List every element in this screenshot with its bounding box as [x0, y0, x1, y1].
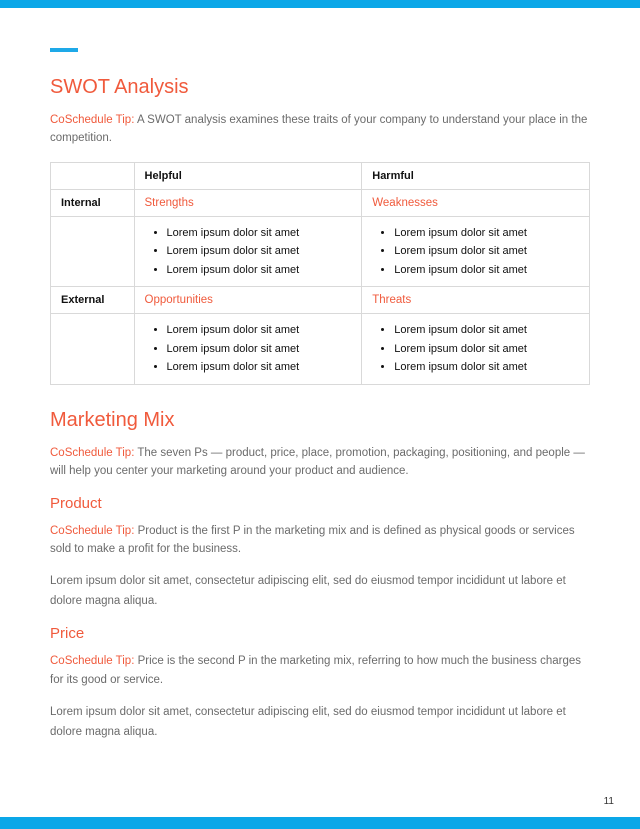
list-item: Lorem ipsum dolor sit amet [167, 224, 352, 243]
cell-weaknesses-label: Weaknesses [362, 189, 590, 216]
marketing-mix-heading: Marketing Mix [50, 409, 590, 432]
accent-mark [50, 48, 78, 52]
product-body: Lorem ipsum dolor sit amet, consectetur … [50, 572, 590, 611]
list-item: Lorem ipsum dolor sit amet [167, 321, 352, 340]
row-label-external: External [51, 287, 135, 314]
product-heading: Product [50, 495, 590, 512]
list-item: Lorem ipsum dolor sit amet [394, 261, 579, 280]
list-item: Lorem ipsum dolor sit amet [167, 261, 352, 280]
page-body: SWOT Analysis CoSchedule Tip: A SWOT ana… [0, 8, 640, 784]
table-row: Lorem ipsum dolor sit amet Lorem ipsum d… [51, 216, 590, 287]
list-item: Lorem ipsum dolor sit amet [167, 358, 352, 377]
header-harmful: Harmful [362, 162, 590, 189]
row-label-empty [51, 314, 135, 385]
cell-threats-label: Threats [362, 287, 590, 314]
tip-label: CoSchedule Tip: [50, 114, 134, 126]
bullet-list: Lorem ipsum dolor sit amet Lorem ipsum d… [372, 224, 579, 280]
list-item: Lorem ipsum dolor sit amet [394, 340, 579, 359]
bullet-list: Lorem ipsum dolor sit amet Lorem ipsum d… [145, 224, 352, 280]
swot-tip: CoSchedule Tip: A SWOT analysis examines… [50, 111, 590, 148]
cell-opportunities-items: Lorem ipsum dolor sit amet Lorem ipsum d… [134, 314, 362, 385]
cell-strengths-label: Strengths [134, 189, 362, 216]
bullet-list: Lorem ipsum dolor sit amet Lorem ipsum d… [145, 321, 352, 377]
table-row: Lorem ipsum dolor sit amet Lorem ipsum d… [51, 314, 590, 385]
product-tip: CoSchedule Tip: Product is the first P i… [50, 522, 590, 559]
price-body: Lorem ipsum dolor sit amet, consectetur … [50, 703, 590, 742]
table-row: External Opportunities Threats [51, 287, 590, 314]
cell-weaknesses-items: Lorem ipsum dolor sit amet Lorem ipsum d… [362, 216, 590, 287]
list-item: Lorem ipsum dolor sit amet [167, 340, 352, 359]
header-helpful: Helpful [134, 162, 362, 189]
list-item: Lorem ipsum dolor sit amet [394, 224, 579, 243]
list-item: Lorem ipsum dolor sit amet [167, 242, 352, 261]
list-item: Lorem ipsum dolor sit amet [394, 242, 579, 261]
table-row: Internal Strengths Weaknesses [51, 189, 590, 216]
list-item: Lorem ipsum dolor sit amet [394, 358, 579, 377]
cell-strengths-items: Lorem ipsum dolor sit amet Lorem ipsum d… [134, 216, 362, 287]
tip-label: CoSchedule Tip: [50, 525, 134, 537]
list-item: Lorem ipsum dolor sit amet [394, 321, 579, 340]
bullet-list: Lorem ipsum dolor sit amet Lorem ipsum d… [372, 321, 579, 377]
bottom-brand-bar [0, 817, 640, 829]
marketing-tip: CoSchedule Tip: The seven Ps — product, … [50, 444, 590, 481]
row-label-empty [51, 216, 135, 287]
tip-label: CoSchedule Tip: [50, 447, 134, 459]
header-empty [51, 162, 135, 189]
swot-table: Helpful Harmful Internal Strengths Weakn… [50, 162, 590, 385]
price-tip: CoSchedule Tip: Price is the second P in… [50, 652, 590, 689]
swot-heading: SWOT Analysis [50, 76, 590, 99]
price-heading: Price [50, 625, 590, 642]
cell-threats-items: Lorem ipsum dolor sit amet Lorem ipsum d… [362, 314, 590, 385]
page-number: 11 [604, 796, 614, 807]
top-brand-bar [0, 0, 640, 8]
table-header-row: Helpful Harmful [51, 162, 590, 189]
cell-opportunities-label: Opportunities [134, 287, 362, 314]
row-label-internal: Internal [51, 189, 135, 216]
tip-label: CoSchedule Tip: [50, 655, 134, 667]
